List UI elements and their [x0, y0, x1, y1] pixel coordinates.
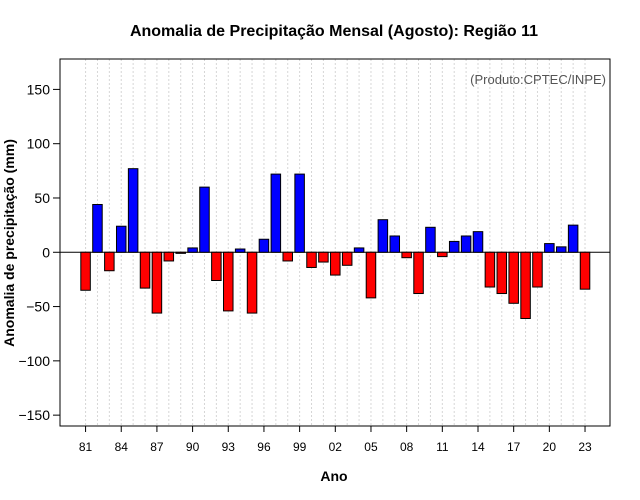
y-tick-label: 0: [42, 244, 50, 260]
x-tick-label: 96: [257, 440, 271, 454]
chart-title: Anomalia de Precipitação Mensal (Agosto)…: [130, 23, 538, 40]
bar-1981: [80, 251, 91, 291]
y-axis: −150 −100 −50 0 50 100 150: [18, 81, 60, 423]
x-tick-label: 93: [222, 440, 236, 454]
x-tick-label: 17: [507, 440, 521, 454]
bar-1993: [223, 251, 234, 312]
bar-2022: [567, 224, 579, 253]
bar-2007: [389, 235, 401, 253]
y-tick-label: 150: [27, 81, 51, 97]
bar-2002: [330, 251, 341, 276]
bar-2004: [353, 247, 365, 253]
bar-2014: [472, 231, 484, 253]
x-tick-label: 81: [79, 440, 93, 454]
x-tick-label: 11: [436, 440, 449, 454]
bar-1988: [163, 251, 175, 262]
bar-2015: [484, 251, 496, 288]
bar-2006: [377, 219, 389, 253]
bar-2023: [579, 251, 591, 290]
bar-1997: [270, 173, 282, 253]
bar-1989: [175, 251, 186, 254]
bar-1986: [139, 251, 151, 289]
x-tick-label: 90: [186, 440, 200, 454]
y-tick-label: 100: [27, 136, 51, 152]
x-tick-label: 05: [364, 440, 378, 454]
bar-2001: [318, 251, 329, 263]
bar-2008: [401, 251, 412, 259]
grid-lines: [85, 59, 586, 426]
bar-1982: [92, 203, 103, 253]
y-tick-label: −50: [26, 299, 50, 315]
y-tick-label: 50: [34, 190, 50, 206]
bar-1998: [282, 251, 293, 262]
plot-frame: [59, 58, 611, 427]
bars-group: [80, 168, 591, 320]
bar-2009: [413, 251, 424, 295]
bar-1992: [211, 251, 222, 282]
bar-2017: [508, 251, 519, 304]
bar-2012: [448, 240, 460, 253]
x-tick-label: 23: [578, 440, 592, 454]
x-tick-label: 99: [293, 440, 307, 454]
x-axis-title: Ano: [320, 468, 347, 484]
bar-2021: [555, 246, 567, 253]
bar-1995: [246, 251, 258, 314]
bar-2016: [496, 251, 508, 295]
x-axis: 81 84 87 90 93 96 99 02 05 08 11 14 17 20 23: [79, 426, 592, 454]
x-tick-label: 20: [543, 440, 557, 454]
x-tick-label: 02: [329, 440, 343, 454]
y-tick-label: −150: [18, 407, 50, 423]
bar-1994: [234, 248, 246, 253]
bar-1987: [151, 251, 163, 314]
x-tick-label: 87: [150, 440, 164, 454]
y-tick-label: −100: [18, 353, 50, 369]
bar-2013: [460, 235, 472, 253]
x-tick-label: 08: [400, 440, 414, 454]
x-tick-label: 14: [471, 440, 485, 454]
bar-1985: [127, 168, 139, 253]
bar-2005: [365, 251, 377, 299]
bar-2003: [341, 251, 353, 266]
bar-1990: [187, 247, 198, 253]
bar-1996: [258, 238, 270, 253]
bar-2018: [520, 251, 531, 320]
source-annotation: (Produto:CPTEC/INPE): [470, 72, 606, 87]
y-axis-title: Anomalia de precipitação (mm): [1, 139, 17, 347]
x-tick-label: 84: [115, 440, 129, 454]
bar-1983: [104, 251, 115, 272]
bar-1984: [115, 225, 127, 253]
bar-2011: [437, 251, 448, 258]
bar-2010: [425, 226, 436, 253]
bar-2020: [544, 243, 555, 253]
bar-2000: [306, 251, 317, 268]
bar-2019: [532, 251, 543, 288]
bar-1991: [199, 186, 210, 253]
bar-1999: [294, 173, 305, 253]
